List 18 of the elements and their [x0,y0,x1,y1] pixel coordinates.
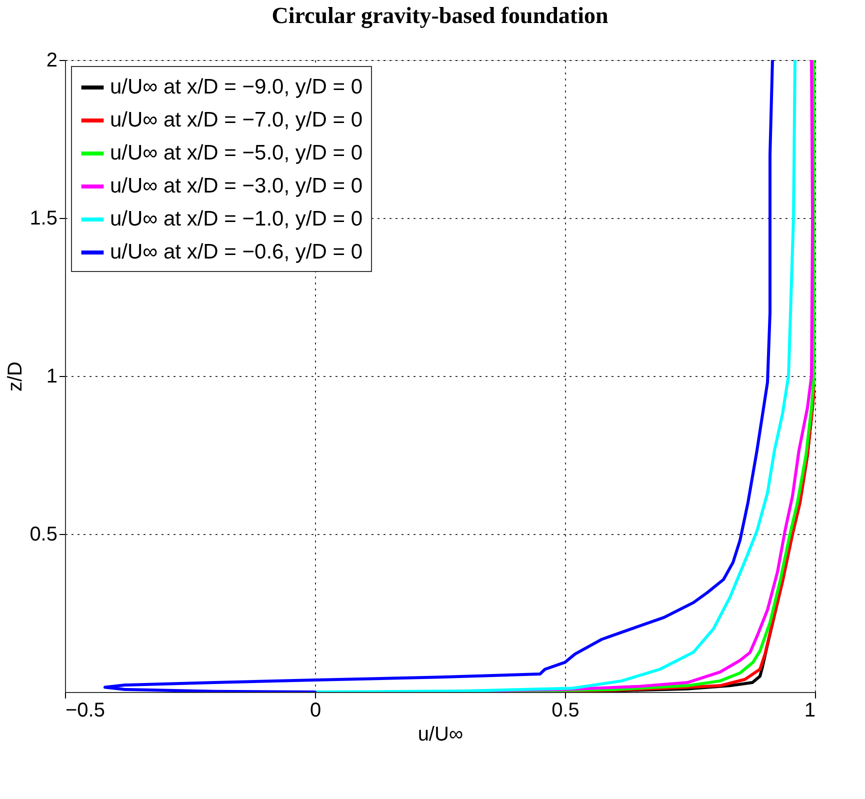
y-tick-label: 0.5 [30,524,58,546]
legend-label: u/U∞ at x/D = −5.0, y/D = 0 [110,142,363,164]
y-tick-label: 1 [46,366,58,388]
chart-title: Circular gravity-based foundation [272,3,608,29]
x-tick-label: 0.5 [552,700,580,722]
x-tick-label: 1 [804,700,816,722]
y-tick-label: 2 [46,50,58,72]
legend-label: u/U∞ at x/D = −3.0, y/D = 0 [110,174,363,198]
x-axis-title: u/U∞ [418,724,464,746]
legend-label: u/U∞ at x/D = −1.0, y/D = 0 [110,208,363,230]
x-tick-label: −0.5 [66,700,105,722]
legend-label: u/U∞ at x/D = −7.0, y/D = 0 [110,108,363,132]
y-tick-label: 1.5 [30,208,58,230]
line-series [104,60,774,692]
legend-label: u/U∞ at x/D = −0.6, y/D = 0 [110,240,363,264]
x-tick-label: 0 [310,700,322,722]
y-axis-title: z/D [4,362,27,392]
legend-label: u/U∞ at x/D = −9.0, y/D = 0 [110,76,363,98]
